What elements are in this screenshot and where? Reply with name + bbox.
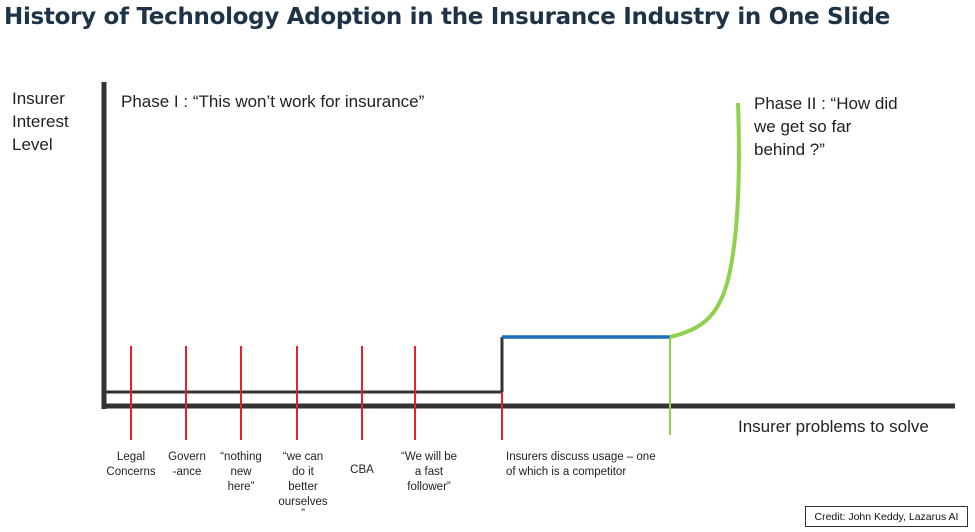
barrier-label-do-better: “we can do it better ourselves ” xyxy=(278,451,328,520)
barrier-label-fast-follower: “We will be a fast follower” xyxy=(400,451,458,493)
phase-2-label: Phase II : “How did we get so far behind… xyxy=(754,94,898,159)
barrier-label-legal: Legal Concerns xyxy=(106,451,156,478)
credit-box: Credit: John Keddy, Lazarus AI xyxy=(805,506,968,527)
insurers-discuss-label: Insurers discuss usage – one of which is… xyxy=(506,451,656,478)
barrier-label-governance: Govern -ance xyxy=(168,451,206,478)
barrier-label-cba: CBA xyxy=(350,464,374,476)
growth-curve xyxy=(669,102,741,339)
phase-1-label: Phase I : “This won’t work for insurance… xyxy=(121,92,425,111)
slide-title: History of Technology Adoption in the In… xyxy=(4,4,890,30)
y-axis-label: Insurer Interest Level xyxy=(12,89,69,154)
x-axis-label: Insurer problems to solve xyxy=(738,417,929,436)
barrier-label-nothing-new: “nothing new here” xyxy=(220,451,262,493)
